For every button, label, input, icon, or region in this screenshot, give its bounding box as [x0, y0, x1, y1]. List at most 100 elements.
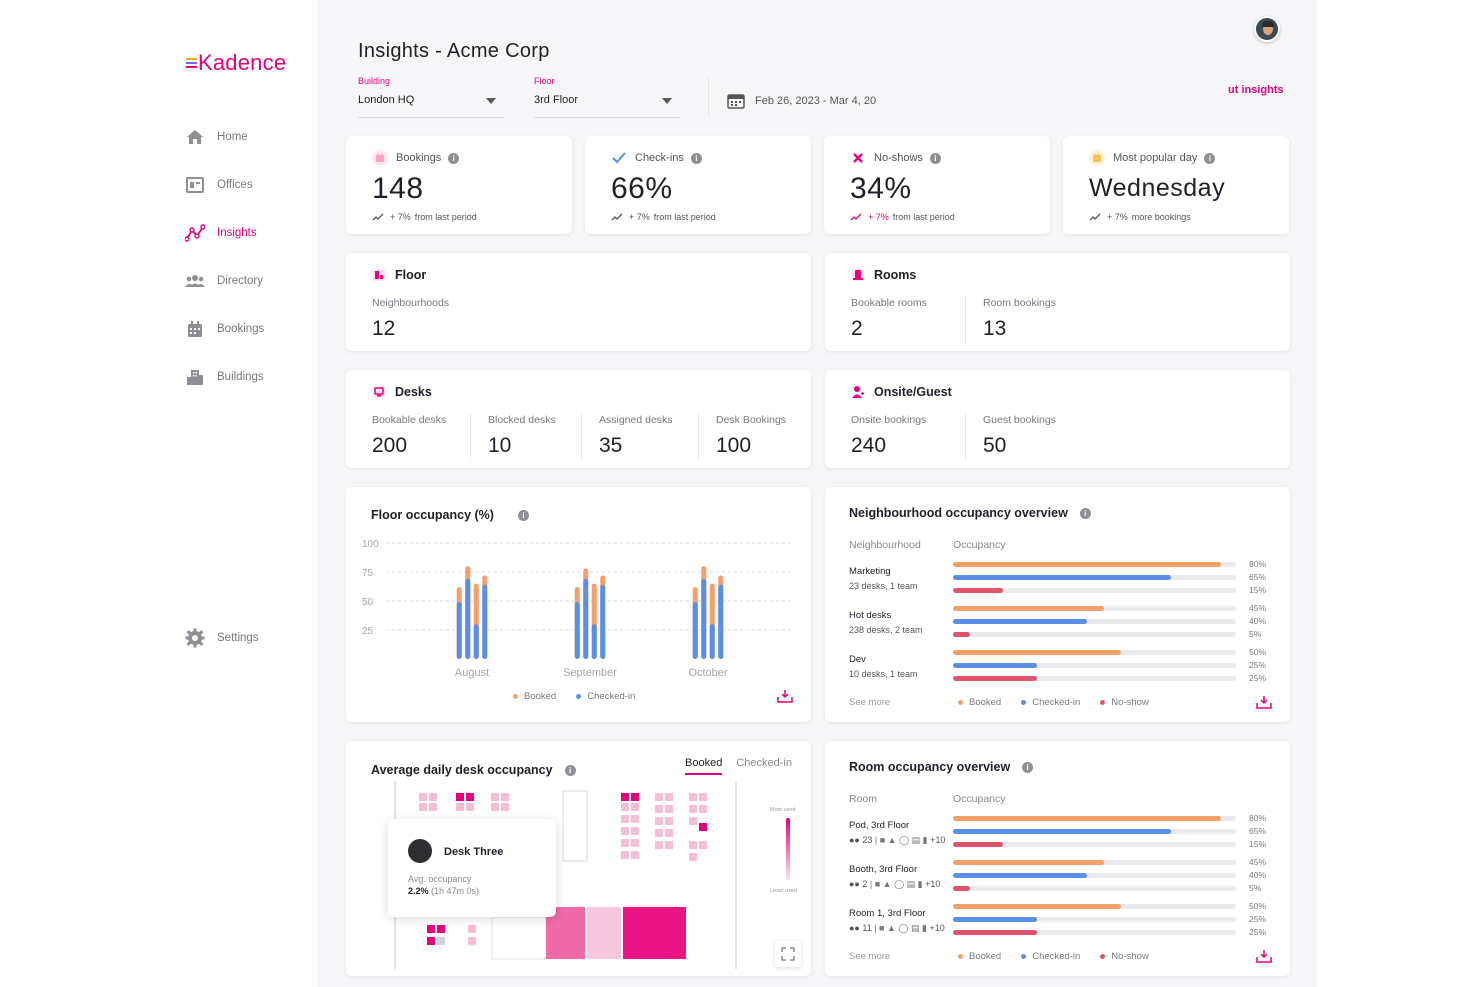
occupancy-percent: 50% [1249, 901, 1267, 911]
guest-bookings-label: Guest bookings [983, 414, 1056, 426]
user-avatar[interactable] [1254, 16, 1280, 42]
download-icon[interactable] [777, 689, 793, 703]
room-overview-card: Room occupancy overview i Room Occupancy … [825, 741, 1290, 976]
row-name: Booth, 3rd Floor [849, 864, 918, 875]
sidebar-item-directory[interactable]: Directory [185, 269, 263, 293]
info-icon[interactable]: i [929, 152, 941, 164]
onsite-bookings-label: Onsite bookings [851, 414, 927, 426]
bookings-stat-card: Bookings i 148 + 7% from last period [346, 136, 572, 234]
building-value: London HQ [358, 94, 415, 106]
checkins-label: Check-ins [635, 152, 684, 164]
info-icon[interactable]: i [564, 764, 576, 776]
filter-divider [708, 78, 709, 116]
occupancy-fill [953, 632, 970, 637]
legend-checked-in: Checked-in [1021, 697, 1080, 708]
sidebar-item-buildings[interactable]: Buildings [185, 365, 264, 389]
buildings-icon [185, 367, 205, 387]
directory-icon [185, 271, 205, 291]
export-insights-link[interactable]: ut insights [1228, 84, 1284, 96]
occupancy-track [953, 873, 1236, 878]
tab-checked-in[interactable]: Checked-in [736, 757, 792, 769]
onsite-title: Onsite/Guest [874, 385, 952, 399]
occupancy-percent: 15% [1249, 585, 1267, 595]
occupancy-fill [953, 860, 1104, 865]
x-category-label: September [563, 667, 617, 679]
sidebar-item-bookings[interactable]: Bookings [185, 317, 264, 341]
calendar-icon [727, 92, 745, 109]
info-icon[interactable]: i [1079, 507, 1091, 519]
sidebar-item-insights[interactable]: Insights [185, 221, 257, 245]
building-select[interactable]: Building London HQ [358, 76, 504, 118]
building-label: Building [358, 76, 391, 86]
occupancy-percent: 25% [1249, 927, 1267, 937]
kadence-logo[interactable]: Kadence [186, 50, 286, 76]
occupancy-fill [953, 588, 1004, 593]
popular-value: Wednesday [1089, 174, 1226, 202]
close-icon [850, 150, 866, 166]
tab-booked[interactable]: Booked [685, 757, 723, 775]
floor-value: 3rd Floor [534, 94, 579, 106]
occupancy-percent: 80% [1249, 559, 1267, 569]
onsite-bookings-value: 240 [851, 434, 887, 457]
blocked-desks-label: Blocked desks [488, 414, 556, 426]
date-range-picker[interactable]: Feb 26, 2023 - Mar 4, 20 [727, 92, 876, 109]
see-more-link[interactable]: See more [849, 697, 891, 708]
home-icon [185, 127, 205, 147]
occupancy-percent: 65% [1249, 826, 1267, 836]
occupancy-percent: 50% [1249, 647, 1267, 657]
legend-no-show: No-show [1100, 697, 1149, 708]
row-subtitle: 238 desks, 2 team [849, 625, 923, 635]
occupancy-track [953, 575, 1236, 580]
occupancy-track [953, 562, 1236, 567]
download-icon[interactable] [1256, 695, 1272, 709]
checkins-change: + 7% [629, 212, 650, 222]
check-icon [611, 150, 627, 166]
info-icon[interactable]: i [517, 509, 529, 521]
info-icon[interactable]: i [690, 152, 702, 164]
floor-occupancy-title: Floor occupancy (%) [371, 508, 494, 522]
floor-occupancy-card: Floor occupancy (%) i 100 75 50 25 August Sept… [346, 487, 811, 722]
trend-up-icon [611, 213, 623, 221]
bar-checked-in [709, 624, 715, 659]
column-header: Room [849, 793, 878, 805]
noshows-label: No-shows [874, 152, 923, 164]
occupancy-percent: 5% [1249, 629, 1262, 639]
checkins-note: from last period [653, 212, 716, 222]
occupancy-track [953, 886, 1236, 891]
noshows-stat-card: No-shows i 34% + 7% from last period [824, 136, 1050, 234]
occupancy-track [953, 816, 1236, 821]
occupancy-percent: 25% [1249, 660, 1267, 670]
download-icon[interactable] [1256, 949, 1272, 963]
blocked-desks-value: 10 [488, 434, 512, 457]
occupancy-track [953, 663, 1236, 668]
bookable-desks-value: 200 [372, 434, 408, 457]
occupancy-fill [953, 904, 1121, 909]
occupancy-track [953, 904, 1236, 909]
floor-select[interactable]: Floor 3rd Floor [534, 76, 680, 118]
occupancy-fill [953, 917, 1037, 922]
neighbourhood-title: Neighbourhood occupancy overview [849, 506, 1068, 520]
column-header: Neighbourhood [849, 539, 921, 551]
bar-checked-in [574, 602, 580, 659]
floor-occupancy-chart: 100 75 50 25 August September October [362, 539, 792, 679]
bookings-icon [372, 150, 388, 166]
info-icon[interactable]: i [448, 152, 460, 164]
room-bookings-label: Room bookings [983, 297, 1056, 309]
chevron-down-icon [486, 98, 496, 104]
sidebar-item-offices[interactable]: Offices [185, 173, 253, 197]
info-icon[interactable]: i [1022, 761, 1034, 773]
floor-plan-map[interactable] [346, 741, 811, 976]
expand-icon[interactable] [775, 941, 801, 967]
info-icon[interactable]: i [1204, 152, 1216, 164]
sidebar-item-settings[interactable]: Settings [185, 626, 259, 650]
guest-bookings-value: 50 [983, 434, 1007, 457]
bookable-rooms-label: Bookable rooms [851, 297, 927, 309]
legend-checked-in: Checked-in [576, 691, 635, 702]
legend-booked: Booked [958, 951, 1001, 962]
floor-title: Floor [395, 268, 427, 282]
occupancy-fill [953, 663, 1037, 668]
trend-up-icon [850, 213, 862, 221]
see-more-link[interactable]: See more [849, 951, 891, 962]
noshows-note: from last period [892, 212, 955, 222]
sidebar-item-home[interactable]: Home [185, 125, 248, 149]
